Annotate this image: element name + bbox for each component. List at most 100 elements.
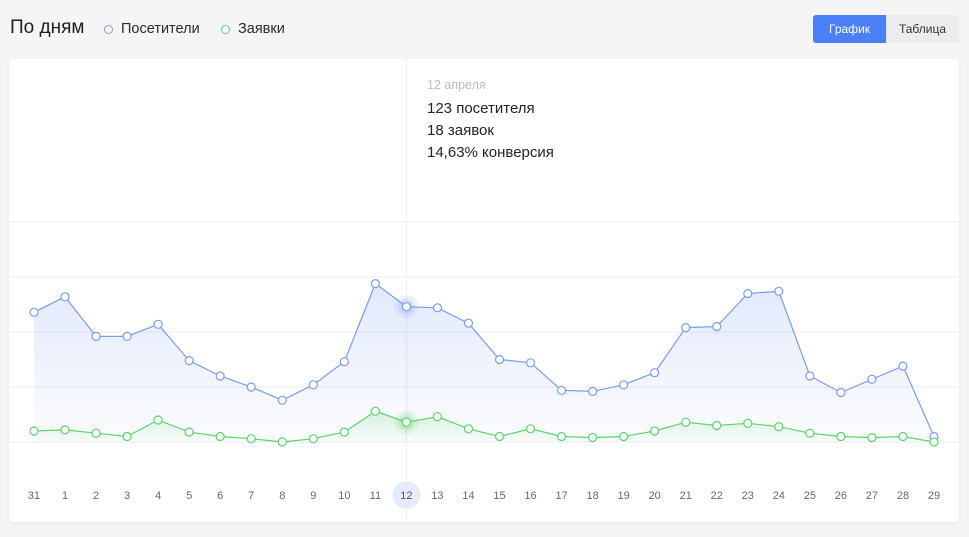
data-point-visitors bbox=[29, 307, 39, 317]
x-tick-label: 3 bbox=[124, 490, 130, 502]
data-point-visitors bbox=[370, 279, 380, 289]
x-tick-label: 28 bbox=[897, 490, 909, 502]
x-tick-label: 29 bbox=[928, 490, 940, 502]
x-tick-label: 22 bbox=[711, 490, 723, 502]
legend-label-visitors: Посетители bbox=[121, 21, 200, 37]
data-point-leads bbox=[308, 434, 318, 444]
line-chart[interactable]: 31 1 2 3 4 5 6 7 8 9 10 11 12 13 14 15 16 17 18 19 20 21 22 23 2… bbox=[9, 59, 959, 522]
x-tick-label: 19 bbox=[618, 490, 630, 502]
legend-item-visitors[interactable]: Посетители bbox=[104, 21, 200, 37]
chart-view-button[interactable]: График bbox=[813, 15, 886, 43]
data-point-leads bbox=[370, 406, 380, 416]
x-tick-label: 2 bbox=[93, 490, 99, 502]
tooltip-date: 12 апреля bbox=[427, 78, 486, 92]
data-point-visitors bbox=[619, 380, 629, 390]
series-line-leads bbox=[33, 410, 935, 443]
data-point-visitors bbox=[215, 371, 225, 381]
x-tick-label: 27 bbox=[866, 490, 878, 502]
highlight-label-bg bbox=[392, 481, 421, 509]
data-point-visitors bbox=[60, 292, 70, 302]
tooltip-conversion: 14,63% конверсия bbox=[427, 144, 554, 161]
view-toggle: График Таблица bbox=[813, 15, 959, 43]
x-tick-label: 5 bbox=[186, 490, 192, 502]
data-point-leads bbox=[556, 431, 567, 442]
series-area-visitors bbox=[34, 283, 934, 442]
x-tick-label: 14 bbox=[462, 490, 474, 502]
legend-item-leads[interactable]: Заявки bbox=[221, 21, 285, 37]
data-point-leads bbox=[743, 418, 753, 428]
data-point-visitors bbox=[774, 286, 784, 296]
table-view-button[interactable]: Таблица bbox=[886, 15, 959, 43]
data-point-visitors bbox=[867, 374, 877, 384]
data-point-leads bbox=[525, 424, 536, 434]
data-point-leads bbox=[898, 431, 908, 442]
data-point-visitors bbox=[588, 386, 598, 396]
data-point-leads bbox=[401, 417, 412, 427]
data-point-visitors bbox=[805, 371, 815, 381]
data-point-visitors bbox=[184, 356, 194, 366]
x-tick-label: 4 bbox=[155, 490, 161, 502]
data-point-visitors bbox=[898, 361, 908, 371]
data-point-leads bbox=[60, 425, 70, 435]
chart-header: По дням Посетители Заявки График Таблица bbox=[0, 0, 969, 58]
data-point-visitors bbox=[432, 303, 443, 313]
data-point-visitors bbox=[401, 302, 412, 312]
x-tick-label: 8 bbox=[279, 490, 285, 502]
x-tick-label: 17 bbox=[555, 490, 567, 502]
chart-title: По дням bbox=[10, 17, 85, 38]
x-tick-label: 10 bbox=[338, 490, 350, 502]
data-point-visitors bbox=[743, 288, 753, 299]
data-point-visitors bbox=[339, 357, 349, 367]
data-point-leads bbox=[619, 431, 629, 442]
x-tick-label: 26 bbox=[835, 490, 847, 502]
x-tick-label: 15 bbox=[493, 490, 505, 502]
data-point-leads bbox=[867, 433, 877, 443]
data-point-leads bbox=[805, 428, 815, 438]
data-point-visitors bbox=[122, 331, 132, 341]
data-point-leads bbox=[339, 427, 349, 437]
tooltip-visitors: 123 посетителя bbox=[427, 100, 535, 117]
x-tick-label: 23 bbox=[742, 490, 754, 502]
x-tick-label: 20 bbox=[649, 490, 661, 502]
data-point-leads bbox=[681, 417, 691, 427]
x-tick-label: 12 bbox=[400, 490, 412, 502]
data-point-visitors bbox=[712, 321, 722, 332]
legend-marker-visitors-icon bbox=[104, 24, 113, 34]
x-tick-label: 13 bbox=[431, 490, 443, 502]
data-point-visitors bbox=[650, 368, 660, 378]
chart-tooltip: 12 апреля 123 посетителя 18 заявок 14,63… bbox=[427, 78, 554, 164]
data-point-visitors bbox=[308, 380, 318, 390]
x-tick-label: 31 bbox=[28, 490, 40, 502]
data-point-leads bbox=[588, 433, 598, 443]
data-point-leads bbox=[246, 434, 256, 444]
x-tick-label: 11 bbox=[370, 490, 381, 502]
data-point-visitors bbox=[463, 318, 474, 328]
data-point-leads bbox=[29, 426, 39, 436]
data-point-leads bbox=[929, 437, 939, 447]
data-point-leads bbox=[494, 431, 505, 442]
chart-card: 31 1 2 3 4 5 6 7 8 9 10 11 12 13 14 15 16 17 18 19 20 21 22 23 2… bbox=[9, 59, 959, 522]
data-point-visitors bbox=[681, 323, 691, 333]
data-point-leads bbox=[836, 431, 846, 442]
data-point-leads bbox=[774, 422, 784, 432]
data-point-visitors bbox=[153, 319, 163, 329]
x-tick-label: 7 bbox=[248, 490, 254, 502]
legend-label-leads: Заявки bbox=[238, 21, 285, 37]
data-point-leads bbox=[184, 427, 194, 437]
data-point-visitors bbox=[836, 387, 846, 398]
x-tick-label: 25 bbox=[804, 490, 816, 502]
x-tick-label: 6 bbox=[217, 490, 223, 502]
x-tick-label: 18 bbox=[586, 490, 598, 502]
x-tick-label: 21 bbox=[680, 490, 692, 502]
series-line-visitors bbox=[33, 282, 935, 437]
data-point-visitors bbox=[494, 354, 505, 365]
x-tick-label: 24 bbox=[773, 490, 785, 502]
data-point-visitors bbox=[556, 385, 567, 395]
data-point-leads bbox=[712, 420, 722, 431]
data-point-leads bbox=[153, 415, 163, 425]
data-point-leads bbox=[122, 431, 132, 442]
data-point-leads bbox=[650, 426, 660, 436]
legend-marker-leads-icon bbox=[221, 24, 230, 34]
x-tick-label: 1 bbox=[62, 490, 68, 502]
data-point-leads bbox=[463, 424, 474, 434]
